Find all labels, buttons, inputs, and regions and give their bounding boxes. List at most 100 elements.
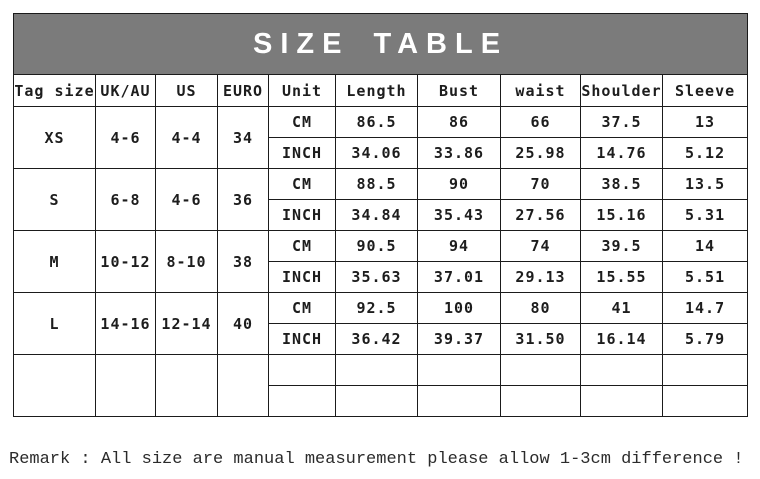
cell-us (155, 354, 218, 417)
cell-shoulder: 16.14 (580, 323, 663, 355)
cell-euro (217, 354, 269, 417)
cell-waist: 27.56 (500, 199, 581, 231)
cell-unit: CM (268, 168, 336, 200)
cell-tag-size: M (13, 230, 96, 293)
cell-uk-au: 4-6 (95, 106, 156, 169)
cell-bust: 33.86 (417, 137, 501, 169)
size-row-xs-cm: XS 4-6 4-4 34 CM 86.5 86 66 37.5 13 (13, 106, 749, 169)
cell-unit: INCH (268, 323, 336, 355)
cell-bust (417, 385, 501, 417)
cell-tag-size (13, 354, 96, 417)
cell-shoulder (580, 354, 663, 386)
size-row-m-inch: INCH 35.63 37.01 29.13 15.55 5.51 (14, 261, 749, 293)
cell-waist: 80 (500, 292, 581, 324)
cell-bust: 100 (417, 292, 501, 324)
cell-euro: 36 (217, 168, 269, 231)
cell-waist (500, 385, 581, 417)
cell-bust: 90 (417, 168, 501, 200)
col-header-bust: Bust (417, 74, 501, 107)
cell-shoulder: 15.16 (580, 199, 663, 231)
remark-text: Remark : All size are manual measurement… (9, 450, 744, 469)
col-header-waist: waist (500, 74, 581, 107)
cell-waist: 70 (500, 168, 581, 200)
cell-shoulder: 38.5 (580, 168, 663, 200)
cell-euro: 38 (217, 230, 269, 293)
cell-sleeve: 14.7 (661, 292, 749, 324)
cell-sleeve: 13.5 (661, 168, 749, 200)
col-header-unit: Unit (268, 74, 336, 107)
cell-unit: INCH (268, 261, 336, 293)
cell-length: 90.5 (335, 230, 418, 262)
col-header-tag-size: Tag size (13, 74, 96, 107)
cell-tag-size: L (13, 292, 96, 355)
cell-euro: 40 (217, 292, 269, 355)
cell-length: 92.5 (335, 292, 418, 324)
cell-length (335, 385, 418, 417)
cell-length: 34.06 (335, 137, 418, 169)
col-header-shoulder: Shoulder (580, 74, 663, 107)
cell-bust: 35.43 (417, 199, 501, 231)
col-header-length: Length (335, 74, 418, 107)
cell-sleeve: 13 (661, 106, 749, 138)
cell-length: 35.63 (335, 261, 418, 293)
cell-shoulder: 39.5 (580, 230, 663, 262)
cell-sleeve (661, 354, 749, 386)
size-row-l-inch: INCH 36.42 39.37 31.50 16.14 5.79 (14, 323, 749, 355)
cell-uk-au: 14-16 (95, 292, 156, 355)
cell-sleeve: 5.51 (661, 261, 749, 293)
cell-us: 4-4 (155, 106, 218, 169)
cell-waist: 74 (500, 230, 581, 262)
cell-unit (268, 385, 336, 417)
page-title: SIZE TABLE (12, 13, 749, 75)
cell-unit: INCH (268, 199, 336, 231)
cell-length: 86.5 (335, 106, 418, 138)
size-row-l-cm: L 14-16 12-14 40 CM 92.5 100 80 41 14.7 (13, 292, 749, 355)
cell-unit: CM (268, 292, 336, 324)
title-row: SIZE TABLE (12, 13, 749, 75)
cell-sleeve: 5.12 (661, 137, 749, 169)
cell-tag-size: S (13, 168, 96, 231)
cell-unit: INCH (268, 137, 336, 169)
cell-us: 8-10 (155, 230, 218, 293)
cell-us: 12-14 (155, 292, 218, 355)
size-table: SIZE TABLE Tag size UK/AU US EURO Unit L… (12, 13, 749, 417)
cell-shoulder: 37.5 (580, 106, 663, 138)
cell-unit: CM (268, 230, 336, 262)
cell-shoulder: 15.55 (580, 261, 663, 293)
cell-shoulder (580, 385, 663, 417)
cell-uk-au: 6-8 (95, 168, 156, 231)
cell-waist (500, 354, 581, 386)
size-row-empty-top (13, 354, 749, 417)
col-header-us: US (155, 74, 218, 107)
cell-unit: CM (268, 106, 336, 138)
cell-waist: 25.98 (500, 137, 581, 169)
cell-length: 36.42 (335, 323, 418, 355)
cell-us: 4-6 (155, 168, 218, 231)
cell-length: 34.84 (335, 199, 418, 231)
cell-tag-size: XS (13, 106, 96, 169)
cell-euro: 34 (217, 106, 269, 169)
cell-waist: 31.50 (500, 323, 581, 355)
cell-shoulder: 14.76 (580, 137, 663, 169)
cell-sleeve: 5.79 (661, 323, 749, 355)
cell-length (335, 354, 418, 386)
cell-bust (417, 354, 501, 386)
cell-length: 88.5 (335, 168, 418, 200)
size-row-m-cm: M 10-12 8-10 38 CM 90.5 94 74 39.5 14 (13, 230, 749, 293)
cell-sleeve: 14 (661, 230, 749, 262)
cell-uk-au (95, 354, 156, 417)
table-header-row: Tag size UK/AU US EURO Unit Length Bust … (13, 74, 749, 107)
col-header-euro: EURO (217, 74, 269, 107)
cell-sleeve: 5.31 (661, 199, 749, 231)
cell-unit (268, 354, 336, 386)
size-row-empty-bottom (14, 385, 749, 417)
col-header-uk-au: UK/AU (95, 74, 156, 107)
cell-shoulder: 41 (580, 292, 663, 324)
cell-sleeve (661, 385, 749, 417)
col-header-sleeve: Sleeve (661, 74, 749, 107)
size-row-xs-inch: INCH 34.06 33.86 25.98 14.76 5.12 (14, 137, 749, 169)
size-row-s-inch: INCH 34.84 35.43 27.56 15.16 5.31 (14, 199, 749, 231)
cell-bust: 39.37 (417, 323, 501, 355)
cell-bust: 86 (417, 106, 501, 138)
